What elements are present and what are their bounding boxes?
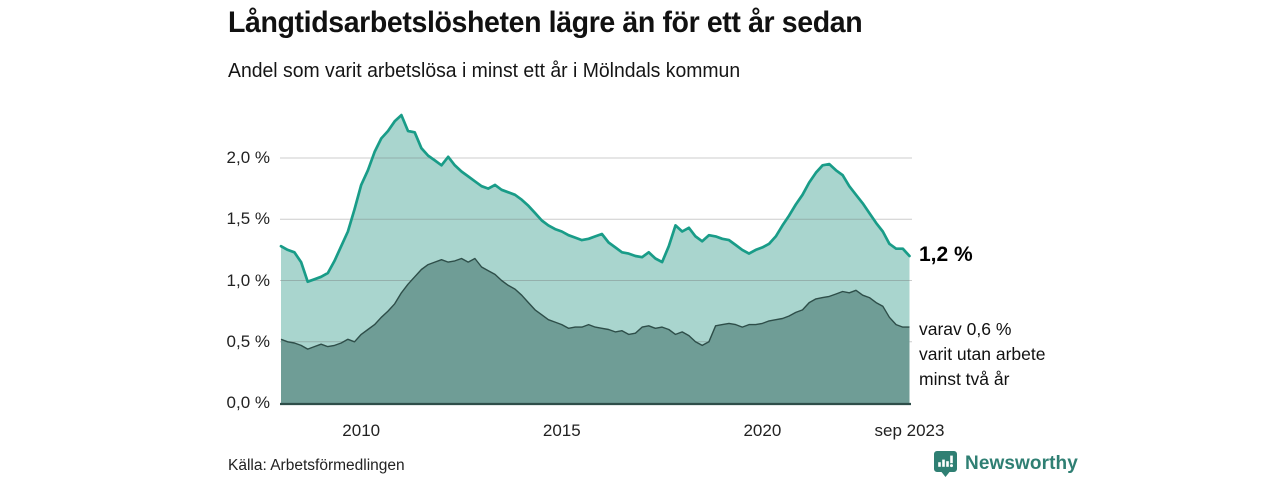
y-axis-tick-label: 1,5 % [226, 209, 270, 229]
newsworthy-brand-label: Newsworthy [965, 453, 1078, 474]
x-axis-tick-label: 2010 [342, 421, 381, 440]
x-axis-tick-label: sep 2023 [874, 421, 945, 440]
series-2yr-area [281, 258, 910, 403]
series-2yr-line [280, 257, 910, 350]
series-1yr-line [279, 113, 911, 284]
annotation-line-2: varit utan arbete [919, 344, 1046, 364]
x-axis-tick-label: 2020 [743, 421, 782, 440]
newsworthy-logo-icon [933, 450, 958, 478]
newsworthy-brand[interactable]: Newsworthy [933, 450, 1078, 478]
y-axis-tick-label: 0,5 % [226, 331, 270, 351]
y-axis-tick-label: 0,0 % [226, 393, 270, 412]
annotation-line-3: minst två år [919, 369, 1010, 389]
chart-subtitle: Andel som varit arbetslösa i minst ett å… [228, 60, 741, 82]
chart-title: Långtidsarbetslösheten lägre än för ett … [228, 6, 863, 39]
latest-value-label: 1,2 % [919, 243, 973, 266]
y-axis-tick-label: 1,0 % [226, 270, 270, 290]
y-axis-tick-label: 2,0 % [226, 148, 270, 167]
source-note: Källa: Arbetsförmedlingen [228, 457, 405, 474]
secondary-series-annotation: varav 0,6 % varit utan arbete minst två … [919, 317, 1045, 392]
annotation-line-1: varav 0,6 % [919, 319, 1012, 339]
x-axis-tick-label: 2015 [542, 421, 581, 440]
